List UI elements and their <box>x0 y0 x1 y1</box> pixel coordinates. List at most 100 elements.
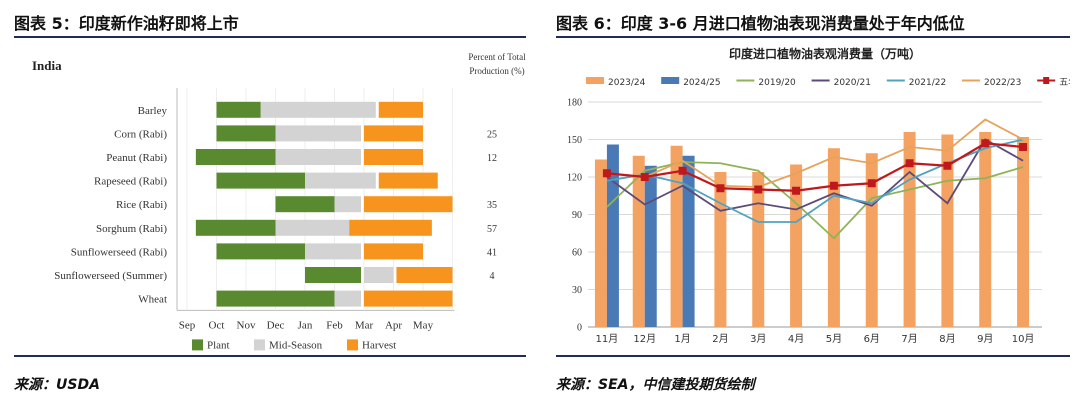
month-tick-label: Dec <box>267 319 285 331</box>
crop-label: Sorghum (Rabi) <box>96 223 167 235</box>
marker-五年均值 <box>1019 143 1028 151</box>
right-title-rule <box>556 36 1070 38</box>
y-tick-label: 0 <box>577 323 582 334</box>
legend-label: 2023/24 <box>608 78 646 88</box>
left-title-rule <box>14 36 526 38</box>
month-tick-label: Nov <box>237 319 256 331</box>
y-tick-label: 150 <box>567 135 582 146</box>
legend-marker <box>1043 77 1050 84</box>
bar-mid <box>275 125 362 142</box>
percent-label: 4 <box>490 271 495 282</box>
x-tick-label: 2月 <box>712 333 728 345</box>
india-vegoil-consumption-chart: 印度进口植物油表观消费量（万吨） 2023/24 2024/25 2019/20 202… <box>567 46 1070 345</box>
legend-label: 2024/25 <box>683 78 720 88</box>
month-tick-label: Oct <box>209 319 225 331</box>
marker-五年均值 <box>905 159 914 168</box>
x-tick-label: 7月 <box>901 333 917 345</box>
bar-mid <box>260 101 376 118</box>
marker-五年均值 <box>640 173 649 181</box>
month-tick-label: Apr <box>385 319 402 331</box>
bar-harvest <box>349 219 432 236</box>
bar-harvest <box>378 172 438 189</box>
crop-label: Wheat <box>138 294 167 306</box>
legend-swatch <box>254 339 265 351</box>
x-tick-label: 5月 <box>826 333 842 345</box>
month-tick-label: Sep <box>179 319 196 331</box>
x-tick-label: 3月 <box>750 333 766 345</box>
line-2020/21 <box>606 138 1024 212</box>
marker-五年均值 <box>829 181 838 190</box>
chart-title: India <box>32 58 62 73</box>
percent-label: 41 <box>487 247 497 258</box>
legend-label: 五年均值 <box>1059 76 1070 88</box>
right-source: 来源：SEA，中信建投期货绘制 <box>556 377 755 393</box>
bar-2023/24 <box>1017 137 1030 327</box>
marker-五年均值 <box>943 161 952 170</box>
bar-plant <box>216 101 261 118</box>
crop-label: Barley <box>138 105 168 117</box>
x-tick-label: 10月 <box>1012 333 1035 345</box>
legend-label: Mid-Season <box>269 339 323 351</box>
bar-plant <box>305 267 362 283</box>
marker-五年均值 <box>716 184 725 193</box>
bar-mid <box>364 267 394 283</box>
bar-mid <box>334 196 362 213</box>
crop-label: Sunflowerseed (Summer) <box>54 270 167 282</box>
bar-plant <box>216 172 305 189</box>
bar-2024/25 <box>682 155 695 327</box>
bar-2024/25 <box>606 144 619 327</box>
month-tick-label: Feb <box>326 319 343 331</box>
y-tick-label: 120 <box>567 173 582 184</box>
chart-title: 印度进口植物油表观消费量（万吨） <box>729 46 921 61</box>
x-tick-label: 1月 <box>674 333 690 345</box>
legend-swatch <box>586 77 604 84</box>
bar-plant <box>195 219 276 236</box>
left-bottom-rule <box>14 355 526 357</box>
marker-五年均值 <box>602 169 611 178</box>
crop-label: Rapeseed (Rabi) <box>94 176 167 188</box>
india-crop-calendar-chart: India Percent of Total Production (%) Barle… <box>32 52 526 351</box>
y-tick-label: 180 <box>567 98 582 109</box>
bar-mid <box>275 219 350 236</box>
bar-harvest <box>364 149 423 165</box>
bar-mid <box>305 172 376 189</box>
percent-label: 57 <box>487 224 497 235</box>
right-axis-label: Percent of Total <box>468 52 526 62</box>
legend-label: Plant <box>207 339 230 351</box>
bar-harvest <box>364 125 423 142</box>
crop-label: Corn (Rabi) <box>114 128 167 140</box>
legend-label: Harvest <box>362 339 396 351</box>
bar-harvest <box>364 290 453 307</box>
bar-2023/24 <box>979 132 992 327</box>
right-bottom-rule <box>556 355 1070 357</box>
left-panel-title: 图表 5：印度新作油籽即将上市 <box>14 14 239 33</box>
legend-label: 2019/20 <box>758 78 796 88</box>
bar-mid <box>275 149 362 165</box>
bar-harvest <box>396 267 453 283</box>
x-tick-label: 9月 <box>977 333 993 345</box>
percent-label: 12 <box>487 153 497 164</box>
left-source: 来源：USDA <box>14 377 100 393</box>
bar-2024/25 <box>644 165 657 327</box>
y-tick-label: 30 <box>572 285 582 296</box>
marker-五年均值 <box>981 139 990 148</box>
x-tick-label: 6月 <box>864 333 880 345</box>
x-tick-label: 4月 <box>788 333 804 345</box>
marker-五年均值 <box>867 179 876 188</box>
line-2022/23 <box>606 118 1024 188</box>
right-axis-label: Production (%) <box>469 66 524 76</box>
bar-mid <box>334 290 362 307</box>
x-tick-label: 8月 <box>939 333 955 345</box>
legend-label: 2020/21 <box>834 78 871 88</box>
x-tick-label: 12月 <box>633 333 656 345</box>
x-tick-label: 11月 <box>596 333 619 345</box>
bar-plant <box>216 243 305 260</box>
y-tick-label: 60 <box>572 248 582 259</box>
bar-mid <box>305 243 362 260</box>
month-tick-label: May <box>413 319 434 331</box>
crop-label: Peanut (Rabi) <box>106 152 167 164</box>
right-panel-title: 图表 6：印度 3-6 月进口植物油表现消费量处于年内低位 <box>556 14 965 33</box>
legend-swatch <box>192 339 203 351</box>
bar-plant <box>195 149 276 165</box>
legend-label: 2022/23 <box>984 78 1021 88</box>
